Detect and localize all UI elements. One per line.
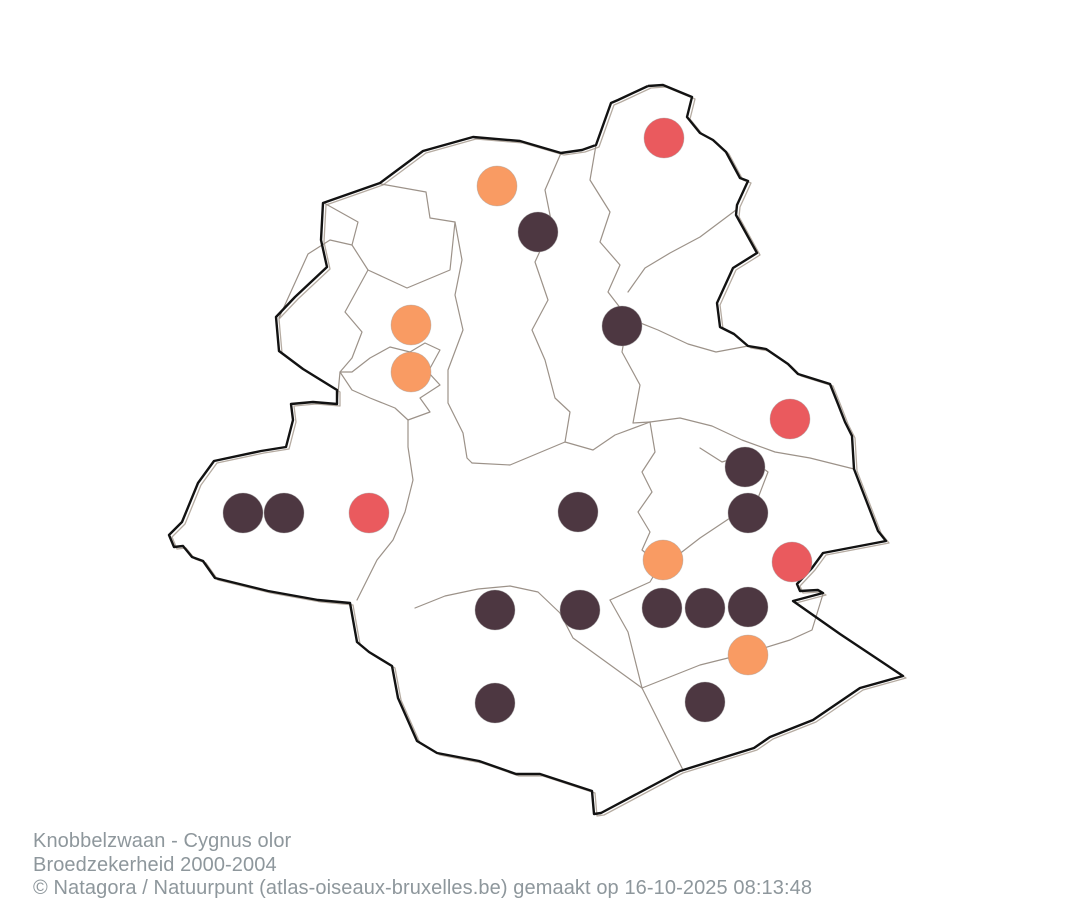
observation-dot-dark bbox=[263, 492, 305, 534]
observation-dot-orange bbox=[390, 304, 432, 346]
commune-border bbox=[627, 209, 737, 293]
region-boundary-shadow bbox=[171, 86, 907, 817]
observation-dot-dark bbox=[727, 492, 769, 534]
observation-dot-red bbox=[643, 117, 685, 159]
observation-dot-dark bbox=[559, 589, 601, 631]
observation-dot-orange bbox=[642, 539, 684, 581]
commune-border bbox=[278, 239, 353, 319]
observation-dot-dark bbox=[684, 681, 726, 723]
dots-layer bbox=[222, 117, 813, 724]
commune-border bbox=[447, 221, 473, 464]
observation-dot-dark bbox=[641, 587, 683, 629]
observation-dot-red bbox=[348, 492, 390, 534]
observation-dot-dark bbox=[724, 446, 766, 488]
observation-dot-dark bbox=[557, 491, 599, 533]
observation-dot-dark bbox=[474, 589, 516, 631]
observation-dot-dark bbox=[517, 211, 559, 253]
commune-border bbox=[414, 585, 561, 614]
credit-line: © Natagora / Natuurpunt (atlas-oiseaux-b… bbox=[33, 877, 813, 899]
commune-border bbox=[641, 593, 824, 689]
commune-border bbox=[356, 419, 414, 601]
observation-dot-orange bbox=[727, 634, 769, 676]
commune-border bbox=[531, 152, 571, 443]
observation-dot-dark bbox=[601, 305, 643, 347]
observation-dot-dark bbox=[222, 492, 264, 534]
species-title: Knobbelzwaan - Cygnus olor bbox=[33, 830, 292, 852]
commune-border bbox=[627, 317, 749, 353]
period-subtitle: Broedzekerheid 2000-2004 bbox=[33, 853, 277, 876]
commune-border bbox=[609, 599, 684, 771]
observation-dot-orange bbox=[476, 165, 518, 207]
commune-border bbox=[323, 183, 456, 289]
observation-dot-orange bbox=[390, 351, 432, 393]
observation-dot-dark bbox=[684, 587, 726, 629]
caption: Knobbelzwaan - Cygnus olor Broedzekerhei… bbox=[33, 830, 812, 900]
boundary-shadow-layer bbox=[171, 86, 907, 817]
commune-border bbox=[589, 144, 651, 424]
observation-dot-red bbox=[769, 398, 811, 440]
region-boundary bbox=[167, 83, 905, 816]
commune-border bbox=[336, 269, 369, 405]
commune-border bbox=[649, 417, 855, 470]
observation-dot-dark bbox=[727, 586, 769, 628]
outer-boundary-layer bbox=[167, 83, 905, 816]
inner-borders-layer bbox=[278, 144, 855, 771]
observation-dot-dark bbox=[474, 682, 516, 724]
observation-dot-red bbox=[771, 541, 813, 583]
commune-border bbox=[471, 421, 651, 466]
commune-border bbox=[339, 342, 441, 421]
